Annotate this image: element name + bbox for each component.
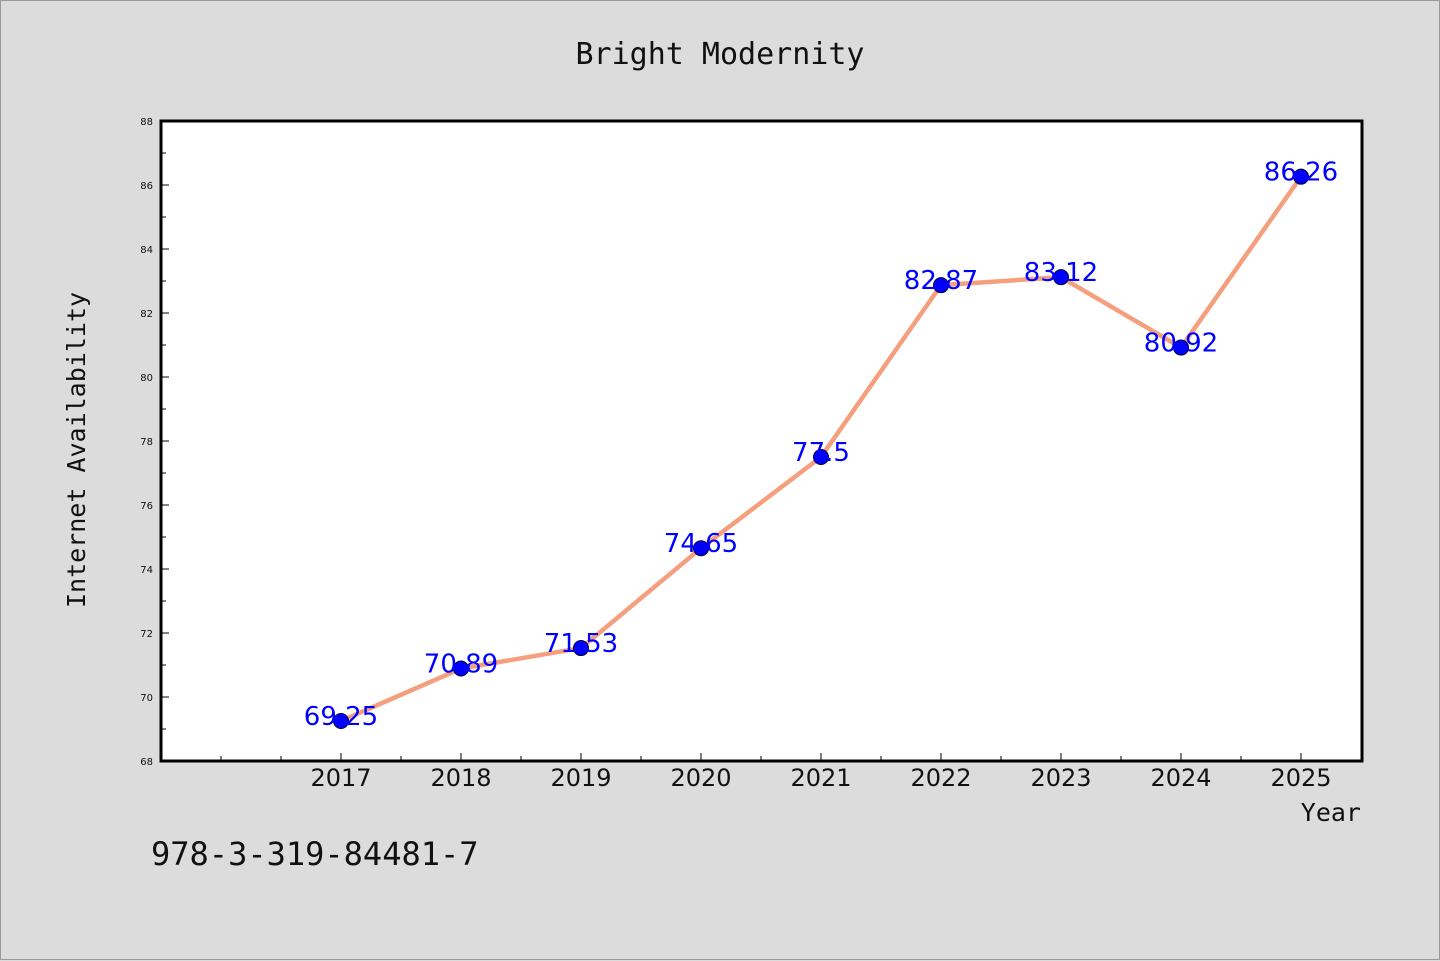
- x-tick-label: 2024: [1150, 764, 1211, 792]
- x-tick-label: 2020: [670, 764, 731, 792]
- y-tick-label: 86: [140, 181, 153, 192]
- x-tick-label: 2019: [550, 764, 611, 792]
- y-tick-label: 78: [140, 437, 153, 448]
- data-label: 74.65: [664, 529, 738, 559]
- y-tick-label: 84: [140, 245, 153, 256]
- data-label: 86.26: [1264, 158, 1338, 188]
- data-labels: 69.25 70.89 71.53 74.65 77.5 82.87 83.12 80.92 8…: [304, 158, 1338, 732]
- data-label: 80.92: [1144, 329, 1218, 359]
- data-point: [573, 640, 589, 657]
- data-markers: [333, 168, 1309, 729]
- x-tick-label: 2018: [430, 764, 491, 792]
- x-tick-label: 2017: [310, 764, 371, 792]
- data-point: [1053, 269, 1069, 286]
- data-point: [933, 277, 949, 294]
- y-axis-label: Internet Availability: [62, 292, 91, 608]
- data-point: [693, 540, 709, 557]
- data-label: 82.87: [904, 266, 978, 296]
- x-tick-label: 2025: [1270, 764, 1331, 792]
- y-tick-label: 76: [140, 501, 153, 512]
- y-tick-label: 72: [140, 629, 153, 640]
- x-tick-label: 2023: [1030, 764, 1091, 792]
- x-tick-label: 2022: [910, 764, 971, 792]
- data-label: 71.53: [544, 629, 618, 659]
- data-point: [1293, 168, 1309, 185]
- data-label: 69.25: [304, 702, 378, 732]
- data-point: [333, 713, 349, 729]
- data-label: 70.89: [424, 650, 498, 680]
- chart-title: Bright Modernity: [576, 37, 865, 72]
- y-tick-label: 74: [140, 565, 153, 576]
- y-tick-label: 68: [140, 757, 153, 768]
- isbn-text: 978-3-319-84481-7: [151, 835, 479, 873]
- y-tick-labels: 68 70 72 74 76 78 80 82 84 86 88: [140, 117, 153, 768]
- x-tick-label: 2021: [790, 764, 851, 792]
- x-axis-label: Year: [1301, 798, 1361, 827]
- y-tick-label: 70: [140, 693, 153, 704]
- y-tick-label: 80: [140, 373, 153, 384]
- axis-ticks: [161, 120, 1362, 762]
- plot-area: [159, 119, 1364, 763]
- y-tick-label: 82: [140, 309, 153, 320]
- x-tick-labels: 2017 2018 2019 2020 2021 2022 2023 2024 2025: [310, 764, 1331, 792]
- y-tick-label: 88: [140, 117, 153, 128]
- data-point: [1173, 339, 1189, 356]
- data-point: [813, 449, 829, 465]
- data-point: [453, 660, 469, 677]
- data-label: 83.12: [1024, 258, 1098, 288]
- data-label: 77.5: [792, 438, 850, 468]
